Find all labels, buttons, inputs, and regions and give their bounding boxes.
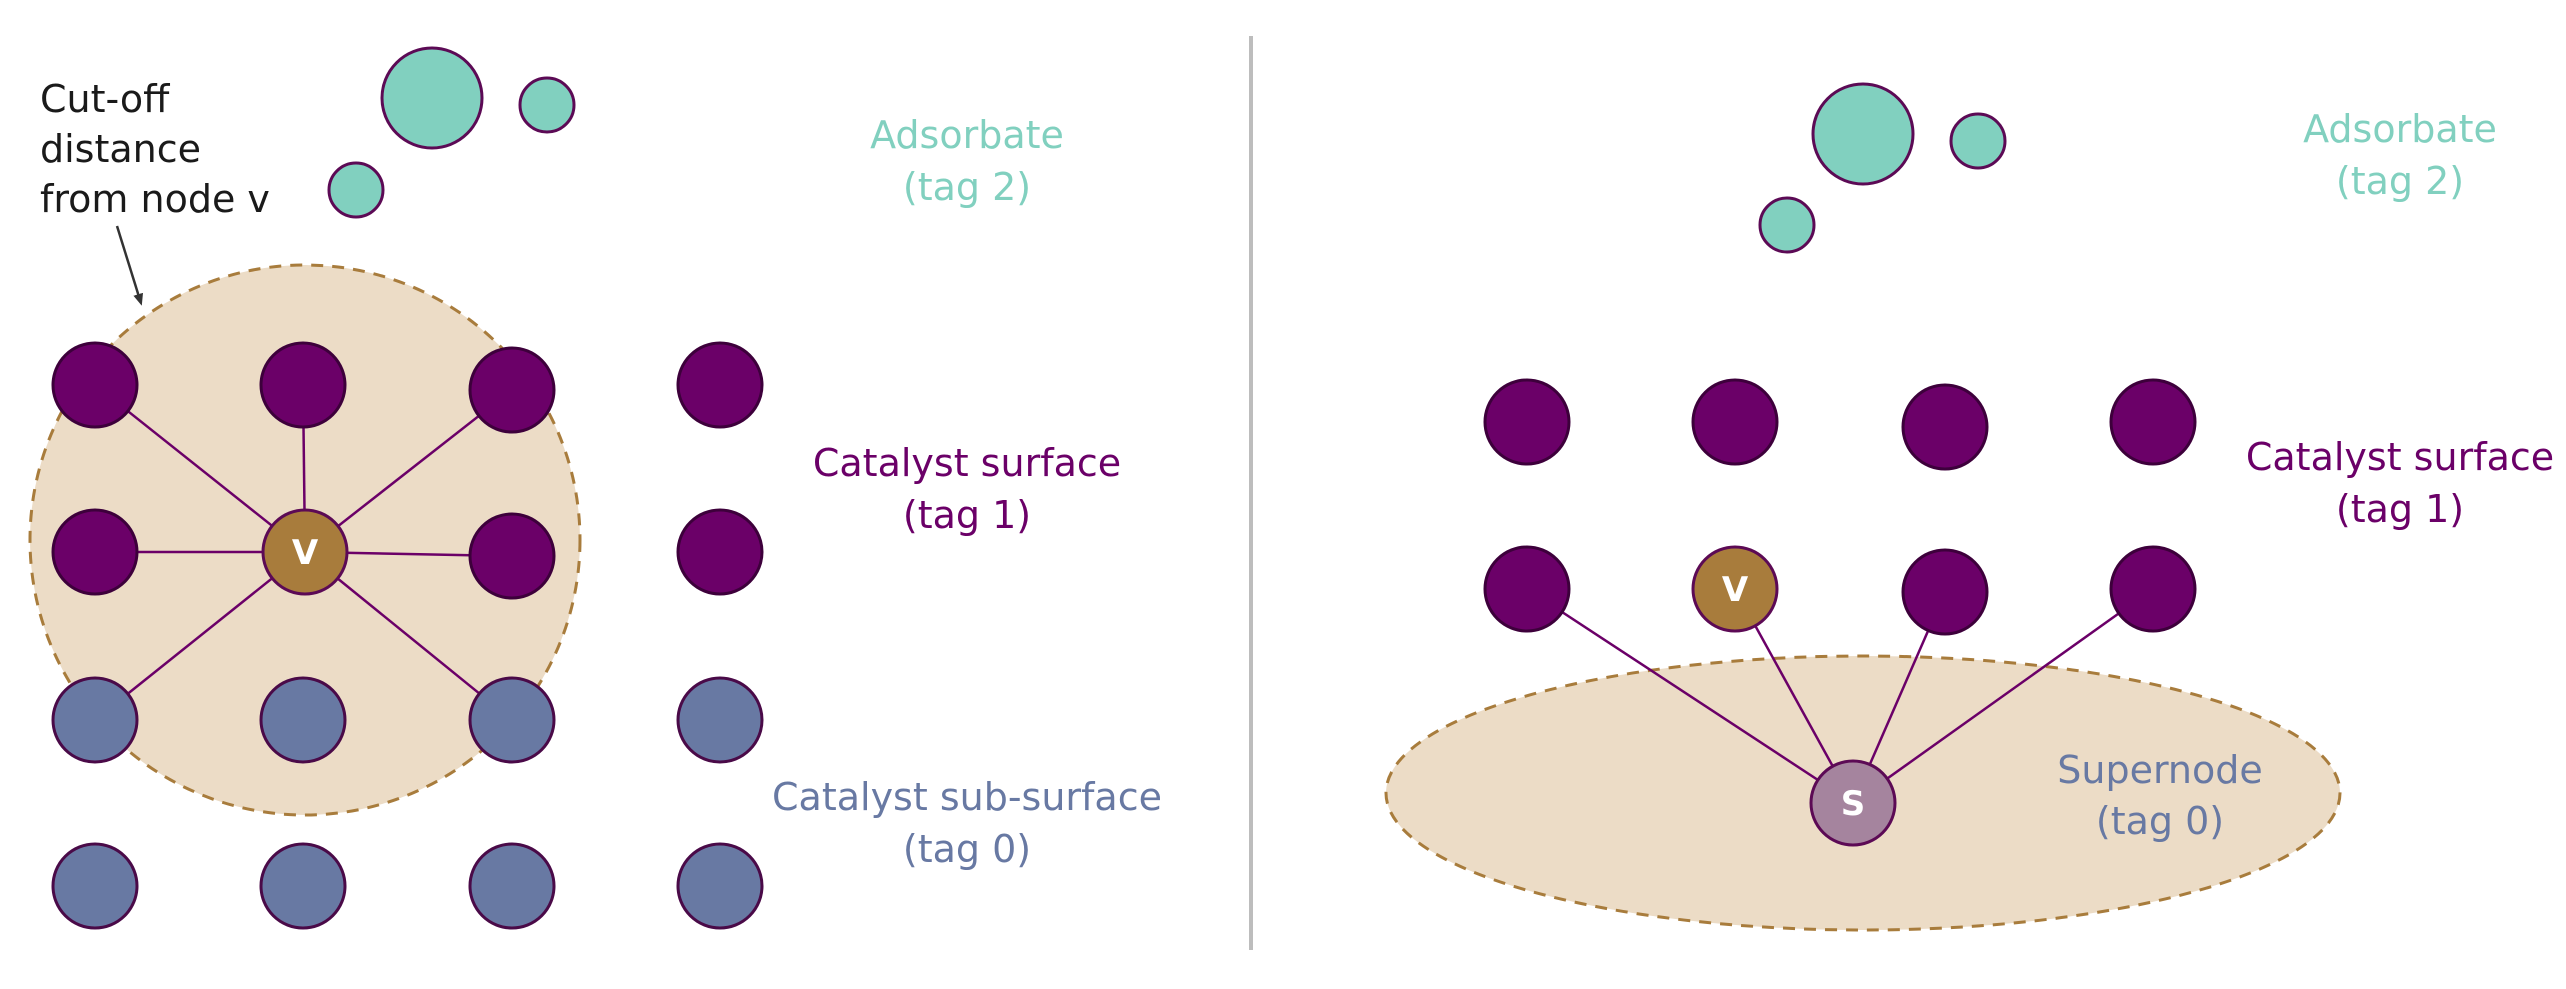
subsurface-atom	[259, 676, 347, 764]
edge	[94, 551, 306, 721]
subsurface-atom	[676, 842, 764, 930]
legend-surface-line-2: (tag 1)	[2336, 487, 2464, 531]
surface-atom	[51, 341, 139, 429]
supernode: S	[1809, 759, 1897, 847]
left-legend: Adsorbate (tag 2) Catalyst surface (tag …	[772, 113, 1162, 871]
right-surface	[1483, 378, 2197, 636]
surface-atom	[1901, 548, 1989, 636]
surface-atom	[2109, 378, 2197, 466]
surface-atom	[259, 341, 347, 429]
right-legend: Adsorbate (tag 2) Catalyst surface (tag …	[2057, 107, 2554, 843]
subsurface-atom	[468, 842, 556, 930]
adsorbate-atom	[1811, 82, 1915, 186]
adsorbate-atom	[327, 161, 385, 219]
legend-subsurface-line-1: Catalyst sub-surface	[772, 775, 1162, 819]
cutoff-text-line-1: Cut-off	[40, 77, 170, 121]
surface-atom	[468, 512, 556, 600]
legend-subsurface-line-2: (tag 0)	[903, 827, 1031, 871]
adsorbate-atom	[518, 76, 576, 134]
surface-atom	[2109, 545, 2197, 633]
adsorbate-atom	[1758, 196, 1816, 254]
left-subsurface	[51, 676, 764, 930]
node-v-label: V	[292, 533, 319, 573]
left-surface	[51, 341, 764, 600]
right-adsorbate	[1758, 82, 2007, 254]
surface-atom	[1691, 378, 1779, 466]
legend-supernode-line-1: Supernode	[2057, 748, 2263, 792]
cutoff-annotation: Cut-off distance from node v	[40, 77, 270, 306]
subsurface-atom	[676, 676, 764, 764]
legend-surface-line-1: Catalyst surface	[2246, 435, 2554, 479]
legend-adsorbate-line-2: (tag 2)	[2336, 159, 2464, 203]
node-v-label: V	[1722, 570, 1749, 610]
edge	[304, 551, 513, 721]
adsorbate-atom	[1949, 112, 2007, 170]
cutoff-text-line-2: distance	[40, 127, 201, 171]
cutoff-text-line-3: from node v	[40, 177, 270, 221]
legend-adsorbate-line-2: (tag 2)	[903, 165, 1031, 209]
legend-adsorbate-line-1: Adsorbate	[2303, 107, 2497, 151]
legend-surface-line-2: (tag 1)	[903, 493, 1031, 537]
subsurface-atom	[468, 676, 556, 764]
subsurface-atom	[51, 676, 139, 764]
left-panel: V Cut-off distance from node v Adsorbate…	[28, 46, 1162, 930]
surface-atom	[676, 508, 764, 596]
supernode-circle	[1809, 759, 1897, 847]
surface-atom	[468, 346, 556, 434]
supernode-label: S	[1841, 784, 1866, 824]
surface-atom	[1483, 545, 1571, 633]
surface-atom	[676, 341, 764, 429]
surface-atom	[1901, 383, 1989, 471]
surface-atom	[1483, 378, 1571, 466]
left-adsorbate	[327, 46, 576, 219]
cutoff-arrow	[115, 225, 143, 306]
edge	[1526, 587, 1854, 805]
legend-surface-line-1: Catalyst surface	[813, 441, 1121, 485]
node-v	[261, 508, 349, 596]
edge	[94, 384, 306, 553]
edge	[304, 389, 513, 553]
node-v	[1691, 545, 1779, 633]
left-node-v: V	[261, 508, 349, 596]
adsorbate-atom	[380, 46, 484, 150]
right-node-v: V	[1691, 545, 1779, 633]
legend-supernode-line-2: (tag 0)	[2096, 799, 2224, 843]
surface-atom	[51, 508, 139, 596]
subsurface-atom	[51, 842, 139, 930]
right-panel: V S Adsorbate (tag 2) Catalyst surface (…	[1384, 82, 2554, 932]
legend-adsorbate-line-1: Adsorbate	[870, 113, 1064, 157]
subsurface-atom	[259, 842, 347, 930]
edge	[1852, 587, 2154, 805]
